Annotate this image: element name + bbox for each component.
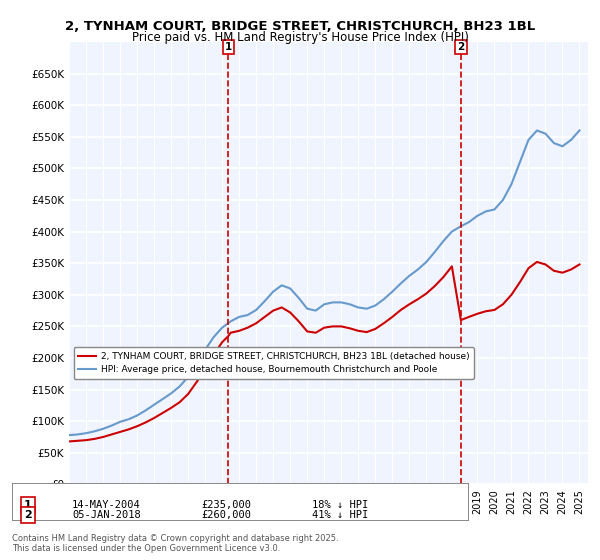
Text: 1: 1 — [225, 42, 232, 52]
Legend: 2, TYNHAM COURT, BRIDGE STREET, CHRISTCHURCH, BH23 1BL (detached house), HPI: Av: 2, TYNHAM COURT, BRIDGE STREET, CHRISTCH… — [74, 347, 474, 379]
Text: 2: 2 — [457, 42, 464, 52]
Text: Contains HM Land Registry data © Crown copyright and database right 2025.
This d: Contains HM Land Registry data © Crown c… — [12, 534, 338, 553]
Text: £260,000: £260,000 — [201, 510, 251, 520]
Text: 41% ↓ HPI: 41% ↓ HPI — [312, 510, 368, 520]
Text: 18% ↓ HPI: 18% ↓ HPI — [312, 500, 368, 510]
Text: Price paid vs. HM Land Registry's House Price Index (HPI): Price paid vs. HM Land Registry's House … — [131, 31, 469, 44]
Text: 14-MAY-2004: 14-MAY-2004 — [72, 500, 141, 510]
Text: 2, TYNHAM COURT, BRIDGE STREET, CHRISTCHURCH, BH23 1BL: 2, TYNHAM COURT, BRIDGE STREET, CHRISTCH… — [65, 20, 535, 32]
Text: 1: 1 — [24, 500, 32, 510]
Text: 05-JAN-2018: 05-JAN-2018 — [72, 510, 141, 520]
Text: 2: 2 — [24, 510, 32, 520]
Text: £235,000: £235,000 — [201, 500, 251, 510]
